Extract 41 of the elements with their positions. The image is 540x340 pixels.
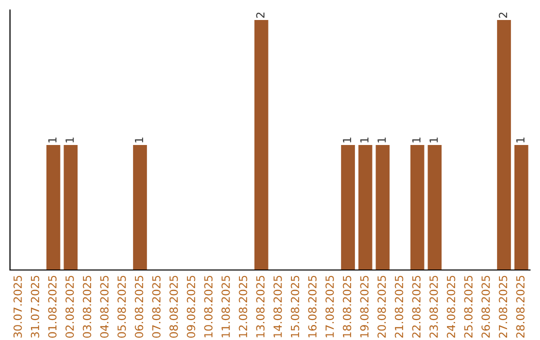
data-label: 2: [256, 12, 264, 18]
x-tick-label: 21.08.2025: [394, 276, 404, 338]
x-tick-label: 10.08.2025: [204, 276, 213, 338]
x-tick-label: 12.08.2025: [238, 276, 248, 338]
x-tick-label: 15.08.2025: [290, 276, 300, 338]
x-tick-label: 19.08.2025: [360, 276, 369, 338]
data-label: 1: [516, 138, 524, 142]
x-tick-label: 23.08.2025: [429, 276, 438, 338]
x-tick-label: 28.08.2025: [516, 276, 525, 338]
x-tick-label: 17.08.2025: [325, 276, 334, 338]
x-tick-label: 07.08.2025: [152, 276, 161, 338]
x-tick-label: 03.08.2025: [82, 276, 92, 338]
x-tick-label: 01.08.2025: [48, 276, 57, 338]
x-tick-label: 13.08.2025: [256, 276, 265, 338]
data-label: 1: [430, 138, 438, 142]
x-tick-label: 16.08.2025: [308, 276, 317, 338]
x-tick-label: 14.08.2025: [273, 276, 282, 338]
x-tick-label: 08.08.2025: [169, 276, 178, 338]
x-tick-label: 27.08.2025: [498, 276, 508, 338]
data-label: 2: [498, 12, 508, 18]
x-tick-label: 31.07.2025: [30, 276, 40, 338]
data-label: 1: [134, 138, 144, 142]
x-tick-label: 25.08.2025: [464, 276, 473, 338]
x-tick-label: 05.08.2025: [117, 276, 126, 338]
x-tick-label: 20.08.2025: [377, 276, 386, 338]
x-tick-label: 02.08.2025: [65, 276, 74, 338]
x-tick-label: 09.08.2025: [186, 276, 196, 338]
data-label: 1: [342, 138, 352, 142]
x-tick-label: 04.08.2025: [100, 276, 109, 338]
data-label: 1: [360, 138, 368, 142]
data-label: 1: [48, 138, 56, 142]
x-tick-label: 22.08.2025: [412, 276, 421, 338]
x-tick-label: 26.08.2025: [481, 276, 490, 338]
x-tick-label: 18.08.2025: [342, 276, 352, 338]
data-label: 1: [66, 138, 74, 142]
x-tick-label: 24.08.2025: [446, 276, 456, 338]
data-label: 1: [412, 138, 420, 142]
data-label: 1: [378, 138, 386, 142]
x-tick-label: 06.08.2025: [134, 276, 144, 338]
x-tick-label: 11.08.2025: [221, 276, 230, 338]
x-tick-label: 30.07.2025: [13, 276, 22, 338]
